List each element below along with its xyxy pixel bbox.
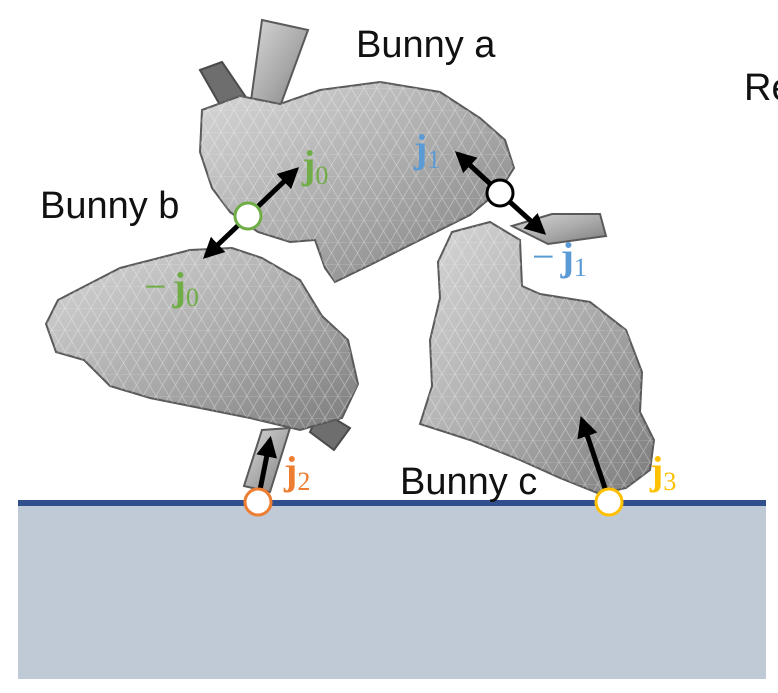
- vector-label-j2: j2: [283, 448, 310, 496]
- vector-label-neg-j1: − j1: [532, 234, 587, 282]
- contact-point-ab: [233, 201, 263, 231]
- bunny-a-mesh: [198, 18, 516, 284]
- vector-label-j3: j3: [649, 448, 676, 496]
- bunny-a-label: Bunny a: [356, 24, 496, 66]
- cropped-label: Re: [744, 67, 778, 109]
- bunny-c-label: Bunny c: [400, 461, 537, 503]
- vector-label-j1: j1: [413, 126, 440, 174]
- bunny-b-mesh: [44, 246, 360, 494]
- ground-plane: [18, 503, 766, 679]
- contact-point-ac: [485, 178, 515, 208]
- vector-label-neg-j0: − j0: [144, 264, 199, 312]
- contact-point-c-ground: [594, 487, 624, 517]
- contact-point-b-ground: [243, 487, 273, 517]
- bunny-b-label: Bunny b: [40, 185, 179, 227]
- vector-label-j0: j0: [301, 142, 328, 190]
- arrow-j3: [577, 416, 612, 501]
